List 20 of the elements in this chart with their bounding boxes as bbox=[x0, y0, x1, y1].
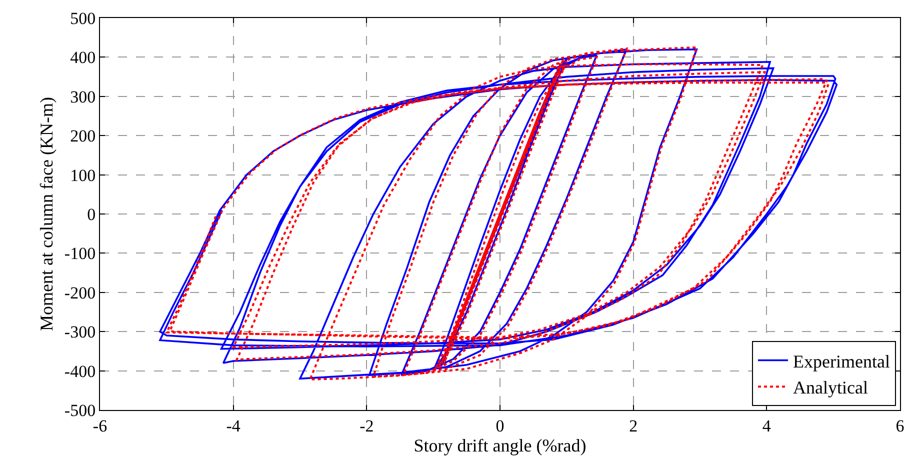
y-tick-label: -400 bbox=[64, 362, 96, 381]
x-axis-title: Story drift angle (%rad) bbox=[414, 436, 586, 456]
y-tick-label: 300 bbox=[70, 87, 96, 106]
y-tick-label: -100 bbox=[64, 244, 96, 264]
y-tick-label: 200 bbox=[70, 126, 96, 146]
legend-label: Analytical bbox=[793, 378, 868, 398]
y-tick-label: 500 bbox=[70, 8, 96, 28]
y-tick-label: 400 bbox=[70, 48, 96, 68]
x-tick-label: 2 bbox=[629, 416, 638, 436]
x-tick-label: 0 bbox=[496, 416, 504, 436]
y-tick-label: 100 bbox=[70, 166, 96, 185]
y-tick-label: -300 bbox=[64, 322, 96, 342]
x-tick-label: -4 bbox=[226, 416, 241, 436]
x-tick-label: -2 bbox=[360, 416, 374, 436]
y-tick-label: 0 bbox=[87, 204, 96, 224]
x-tick-label: 4 bbox=[762, 416, 772, 436]
legend-label: Experimental bbox=[793, 351, 890, 372]
x-tick-label: 6 bbox=[896, 416, 904, 436]
y-tick-label: -200 bbox=[64, 283, 96, 302]
y-axis-title: Moment at column face (KN-m) bbox=[36, 97, 57, 331]
